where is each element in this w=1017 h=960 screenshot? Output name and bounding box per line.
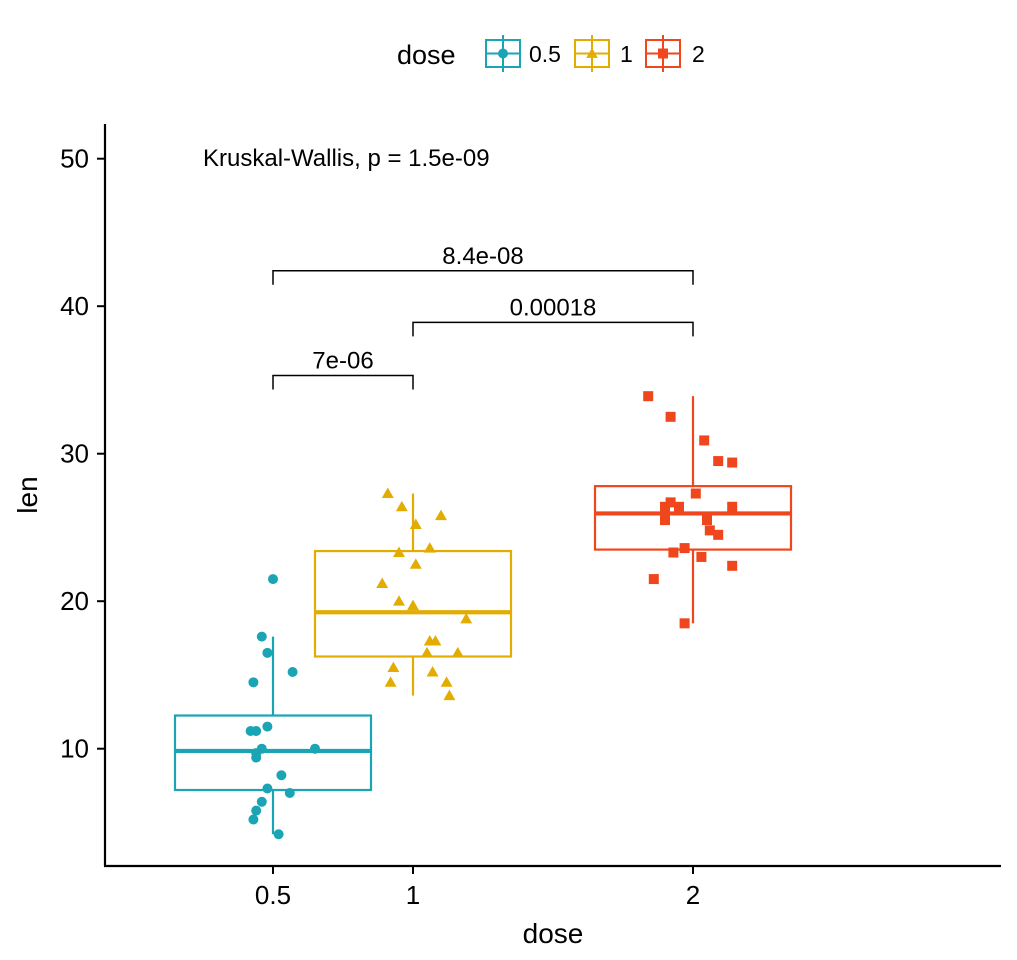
data-point bbox=[690, 488, 701, 499]
y-tick-label: 50 bbox=[60, 144, 89, 174]
y-tick-label: 10 bbox=[60, 734, 89, 764]
legend-item-0-5: 0.5 bbox=[485, 35, 561, 72]
data-point bbox=[460, 612, 473, 624]
x-tick-label: 1 bbox=[406, 880, 420, 910]
plot-area: 7e-06 0.00018 8.4e-08 bbox=[173, 243, 793, 840]
legend-label: 1 bbox=[620, 41, 633, 67]
data-point bbox=[665, 411, 676, 422]
data-point bbox=[287, 667, 298, 677]
data-point bbox=[660, 501, 670, 512]
data-point bbox=[727, 457, 738, 468]
data-point bbox=[702, 515, 712, 526]
data-point bbox=[268, 574, 278, 585]
data-point bbox=[376, 577, 389, 588]
legend: dose 0.5 1 2 bbox=[397, 35, 705, 72]
data-point bbox=[395, 500, 408, 512]
data-point bbox=[248, 814, 259, 825]
legend-item-2: 2 bbox=[645, 35, 705, 72]
data-point bbox=[423, 542, 436, 553]
y-tick-label: 20 bbox=[60, 586, 89, 616]
data-point bbox=[704, 525, 715, 536]
data-point bbox=[387, 661, 400, 673]
data-point bbox=[421, 646, 433, 658]
kruskal-wallis-annotation: Kruskal-Wallis, p = 1.5e-09 bbox=[203, 145, 490, 172]
data-point bbox=[393, 595, 405, 606]
data-point bbox=[643, 391, 654, 402]
data-point bbox=[699, 435, 710, 446]
comparison-bracket: 7e-06 bbox=[272, 348, 414, 390]
data-point bbox=[256, 743, 267, 754]
data-point bbox=[256, 631, 267, 642]
x-tick-label: 0.5 bbox=[255, 880, 291, 910]
box-group-0-5 bbox=[173, 574, 373, 840]
data-point bbox=[679, 618, 690, 629]
data-point bbox=[381, 487, 394, 499]
comparison-bracket: 0.00018 bbox=[412, 294, 694, 337]
bracket-line bbox=[412, 321, 694, 337]
data-point bbox=[660, 515, 670, 526]
x-axis-title: dose bbox=[523, 918, 584, 949]
legend-title: dose bbox=[397, 40, 456, 70]
data-point bbox=[665, 497, 676, 508]
data-point bbox=[443, 689, 456, 701]
bracket-p-value: 0.00018 bbox=[510, 294, 597, 321]
data-point bbox=[393, 546, 405, 558]
data-point bbox=[409, 558, 422, 569]
box-group-2 bbox=[593, 391, 793, 629]
legend-label: 0.5 bbox=[529, 41, 561, 67]
data-point bbox=[679, 543, 690, 554]
data-point bbox=[262, 721, 273, 732]
bracket-p-value: 8.4e-08 bbox=[442, 243, 523, 270]
data-point bbox=[713, 529, 724, 540]
data-point bbox=[713, 456, 724, 467]
bracket-line bbox=[272, 270, 694, 285]
data-point bbox=[727, 501, 738, 512]
box-iqr bbox=[313, 549, 513, 658]
data-point bbox=[407, 599, 419, 611]
data-point bbox=[284, 787, 295, 798]
data-point bbox=[674, 501, 684, 512]
data-point bbox=[435, 509, 447, 521]
data-point bbox=[429, 635, 442, 646]
data-point bbox=[668, 547, 679, 558]
legend-key-marker bbox=[498, 48, 508, 59]
data-point bbox=[251, 726, 262, 736]
data-point bbox=[262, 783, 273, 794]
data-point bbox=[648, 574, 659, 585]
data-point bbox=[426, 666, 439, 677]
y-axis-title: len bbox=[12, 476, 43, 513]
data-point bbox=[310, 743, 320, 754]
axes: 10 20 30 40 50 0.5 1 2 bbox=[60, 124, 1001, 910]
data-point bbox=[248, 677, 259, 688]
data-point bbox=[251, 752, 262, 763]
legend-key-marker bbox=[586, 47, 598, 58]
data-point bbox=[384, 676, 397, 687]
bracket-line bbox=[272, 374, 414, 390]
bracket-p-value: 7e-06 bbox=[312, 348, 373, 375]
y-tick-label: 30 bbox=[60, 439, 89, 469]
box-iqr bbox=[593, 485, 793, 551]
data-point bbox=[273, 829, 284, 840]
legend-item-1: 1 bbox=[574, 35, 633, 72]
data-point bbox=[276, 770, 287, 781]
comparison-bracket: 8.4e-08 bbox=[272, 243, 694, 285]
x-tick-label: 2 bbox=[686, 880, 700, 910]
data-point bbox=[440, 676, 453, 687]
data-point bbox=[451, 646, 464, 658]
data-point bbox=[727, 560, 738, 571]
data-point bbox=[256, 796, 267, 807]
data-point bbox=[409, 518, 422, 529]
y-tick-label: 40 bbox=[60, 291, 89, 321]
legend-label: 2 bbox=[692, 41, 705, 67]
legend-key-marker bbox=[658, 48, 668, 59]
data-point bbox=[251, 805, 262, 816]
data-point bbox=[262, 647, 273, 658]
box-group-1 bbox=[313, 487, 513, 701]
data-point bbox=[696, 551, 707, 562]
